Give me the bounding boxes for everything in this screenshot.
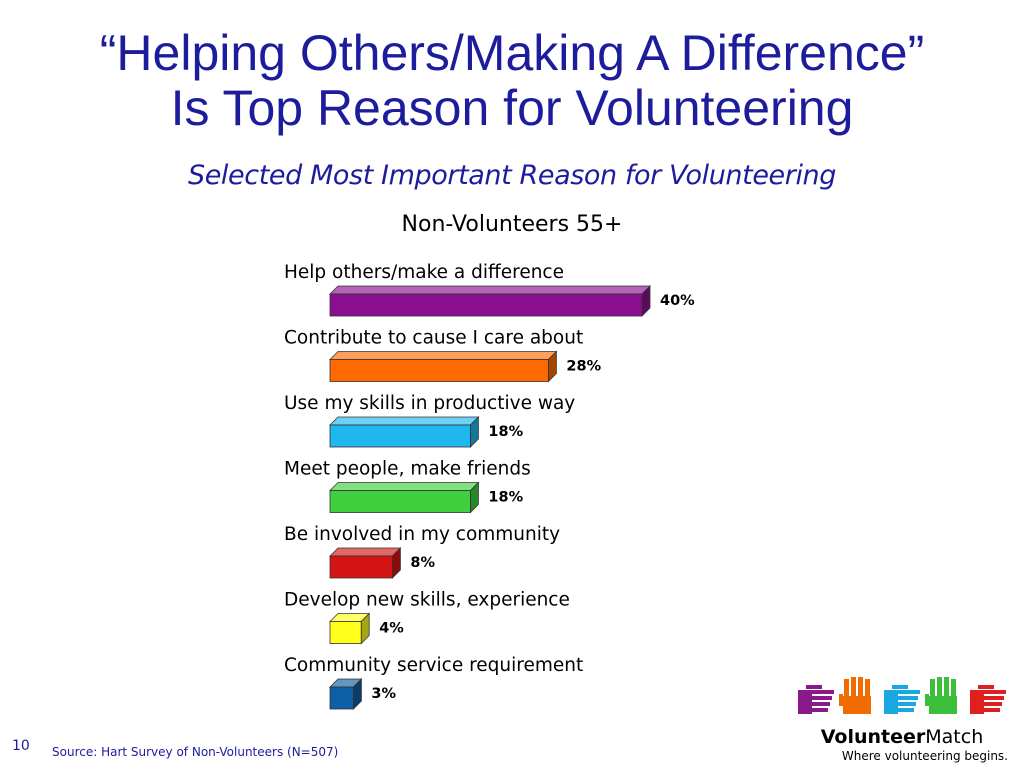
hand-finger [812,690,834,694]
hand-finger [898,696,918,700]
data-label: 18% [488,424,523,440]
hand-icon [839,677,871,714]
bar-top-face [329,416,480,426]
chart-title: Selected Most Important Reason for Volun… [187,160,836,191]
hand-finger [865,679,870,701]
bar-top-face [329,351,558,360]
hand-thumb [892,685,908,689]
volunteermatch-logo: VolunteerMatch Where volunteering begins… [790,672,1018,768]
data-label: 40% [660,293,695,309]
hand-thumb [839,694,843,706]
hand-icon [970,685,1006,714]
category-label: Contribute to cause I care about [284,328,583,349]
hand-finger [984,690,1006,694]
hand-palm [843,696,871,714]
hand-finger [898,690,920,694]
bar [329,359,549,382]
hands-logo-icon [798,677,1006,714]
bar-group: Community service requirement 3% [284,655,583,710]
slide-title: “Helping Others/Making A Difference” Is … [0,26,1024,136]
logo-name-bold: Volunteer [820,726,926,748]
bar [329,293,643,317]
hand-finger [858,677,863,699]
category-label: Develop new skills, experience [284,590,570,611]
bar-group: Develop new skills, experience 4% [284,590,570,645]
bar [329,490,471,513]
hand-finger [944,677,949,699]
hand-finger [898,702,916,706]
hand-finger [930,679,935,701]
data-label: 18% [488,490,523,506]
category-label: Be involved in my community [284,524,560,545]
hand-finger [984,702,1002,706]
bar-top-face [329,482,480,491]
data-label: 8% [410,555,435,571]
category-label: Meet people, make friends [284,459,531,480]
hand-palm [798,690,812,714]
data-label: 4% [379,621,404,637]
bar-group: Help others/make a difference 40% [284,262,695,317]
bar-top-face [329,285,651,295]
hand-thumb [925,694,929,706]
bar-group: Contribute to cause I care about 28% [284,328,602,383]
hand-finger [812,708,828,712]
hand-finger [844,679,849,701]
source-note: Source: Hart Survey of Non-Volunteers (N… [52,745,339,759]
hand-finger [951,679,956,701]
hand-palm [884,690,898,714]
title-line-2: Is Top Reason for Volunteering [170,80,854,136]
hand-palm [929,696,957,714]
bar [329,686,354,710]
logo-wordmark: VolunteerMatch [796,726,1008,748]
hand-finger [812,696,832,700]
category-label: Help others/make a difference [284,262,564,283]
hand-finger [812,702,830,706]
hand-thumb [978,685,994,689]
bar-chart: Help others/make a difference 40% Contribu… [284,262,695,710]
logo-tagline: Where volunteering begins. [841,749,1008,763]
hand-palm [970,690,984,714]
category-label: Use my skills in productive way [284,393,575,414]
logo-name-regular: Match [925,726,984,748]
hand-icon [884,685,920,714]
hand-thumb [806,685,822,689]
bar [329,555,393,579]
hand-finger [984,696,1004,700]
data-label: 3% [371,686,396,702]
bar-group: Use my skills in productive way 18% [284,393,575,448]
hand-icon [798,685,834,714]
bar [329,424,471,448]
bar-group: Meet people, make friends 18% [284,459,531,514]
bar-top-face [329,547,402,557]
data-label: 28% [566,359,601,375]
hand-finger [984,708,1000,712]
chart-subtitle: Non-Volunteers 55+ [401,212,623,237]
category-label: Community service requirement [284,655,583,676]
bar [329,621,362,644]
title-line-1: “Helping Others/Making A Difference” [99,25,925,81]
hand-finger [937,677,942,699]
hand-icon [925,677,957,714]
bar-group: Be involved in my community 8% [284,524,560,579]
hand-finger [898,708,914,712]
page-number: 10 [12,738,30,754]
hand-finger [851,677,856,699]
